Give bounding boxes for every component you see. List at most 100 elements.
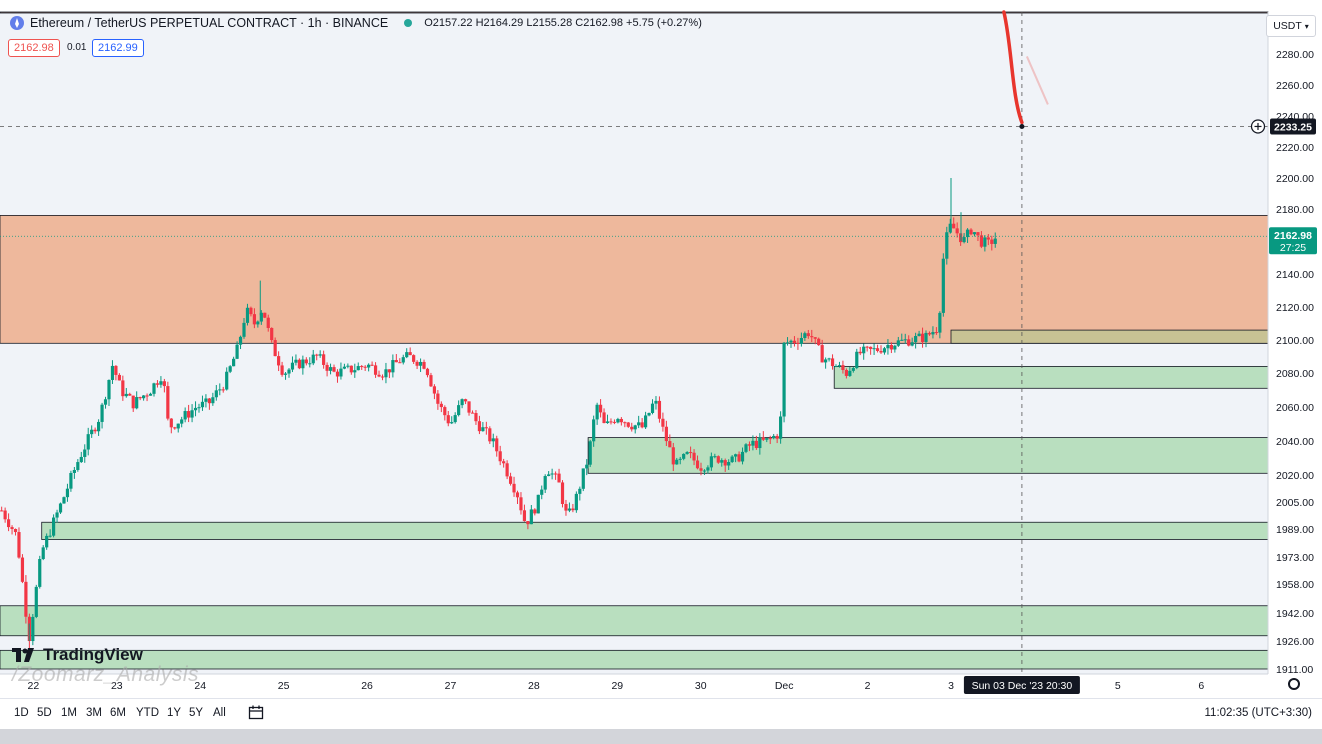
candle-body: [145, 395, 149, 397]
candle: [6, 513, 11, 532]
timezone-clock[interactable]: 11:02:35 (UTC+3:30): [1204, 707, 1313, 719]
candle: [432, 384, 437, 400]
candle: [425, 367, 430, 378]
sell-price-box[interactable]: 2162.98: [8, 39, 60, 57]
timeframe-1y[interactable]: 1Y: [167, 707, 182, 719]
candle: [848, 366, 852, 377]
candle-body: [792, 340, 797, 343]
candle: [335, 369, 340, 383]
supply-zone-1: [0, 11, 1269, 14]
buy-price-box[interactable]: 2162.99: [92, 39, 144, 57]
candle: [661, 412, 665, 432]
candle-body: [498, 451, 502, 462]
candle-body: [48, 535, 52, 537]
candle: [567, 502, 572, 513]
candle-body: [858, 351, 862, 354]
candle: [180, 416, 184, 428]
candle-body: [228, 366, 232, 372]
calendar-goto-icon[interactable]: [248, 705, 264, 720]
candle-body: [408, 352, 412, 356]
candle-body: [855, 351, 859, 369]
candle: [325, 362, 329, 377]
timeframe-1d[interactable]: 1D: [14, 707, 29, 719]
candle: [706, 465, 710, 474]
candle-body: [117, 374, 121, 381]
y-tick-label: 2220.00: [1276, 142, 1314, 154]
timeframe-6m[interactable]: 6M: [110, 707, 126, 719]
candle: [668, 434, 672, 448]
candle-body: [851, 368, 855, 371]
candle-body: [315, 354, 319, 356]
currency-selector[interactable]: USDT ▾: [1266, 15, 1316, 37]
candle-body: [734, 454, 738, 457]
candle: [290, 356, 295, 373]
candle-body: [34, 586, 38, 617]
candle: [779, 411, 783, 444]
candle: [796, 337, 800, 350]
candle: [183, 407, 187, 423]
candle: [387, 369, 392, 379]
candle: [211, 392, 215, 406]
candle-body: [650, 403, 655, 414]
timeframe-3m[interactable]: 3M: [86, 707, 102, 719]
candle: [31, 614, 35, 646]
timeframe-5y[interactable]: 5Y: [189, 707, 204, 719]
candle: [294, 354, 298, 366]
candle: [453, 412, 457, 424]
gear-icon[interactable]: [1288, 678, 1300, 690]
candle: [751, 435, 755, 451]
candle-body: [256, 321, 260, 325]
candle: [436, 390, 440, 410]
demand-zone-6: [0, 605, 1269, 637]
candle-body: [93, 429, 97, 432]
candle: [232, 356, 236, 367]
candle: [401, 354, 405, 365]
x-tick-label: 23: [111, 680, 123, 692]
candle-body: [214, 390, 218, 398]
candle-body: [779, 416, 783, 439]
candle: [965, 228, 970, 243]
timeframe-all[interactable]: All: [213, 707, 226, 719]
candle: [238, 335, 243, 350]
symbol-header[interactable]: Ethereum / TetherUS PERPETUAL CONTRACT ·…: [10, 16, 702, 30]
timeframe-5d[interactable]: 5D: [37, 707, 52, 719]
candle-body: [827, 358, 831, 360]
candle-body: [20, 557, 25, 582]
candle: [318, 350, 322, 358]
candle: [93, 427, 97, 434]
candle-body: [6, 519, 11, 528]
timeframe-ytd[interactable]: YTD: [136, 707, 159, 719]
candle-body: [380, 376, 385, 378]
candle-body: [678, 458, 682, 460]
candle: [391, 354, 395, 378]
candle-body: [737, 454, 741, 462]
candle-body: [342, 366, 347, 369]
candle: [605, 414, 610, 424]
candle-body: [463, 399, 468, 402]
candle: [0, 506, 4, 512]
candle: [737, 451, 741, 463]
candle-body: [824, 359, 828, 363]
candle: [200, 395, 205, 411]
candle-body: [474, 413, 478, 422]
candle: [512, 476, 516, 497]
price-chart[interactable]: 2280.002260.002240.002220.002200.002180.…: [0, 0, 1322, 698]
y-tick-label: 2280.00: [1276, 49, 1314, 61]
candle: [121, 375, 125, 401]
candle-body: [200, 401, 205, 408]
candle-body: [353, 370, 357, 373]
candle: [533, 508, 537, 516]
candle-body: [62, 497, 66, 504]
currency-label: USDT: [1273, 20, 1302, 32]
candles-layer: [0, 178, 997, 649]
candle-body: [630, 426, 634, 430]
candle-body: [360, 366, 364, 368]
candle: [598, 399, 603, 418]
symbol-title[interactable]: Ethereum / TetherUS PERPETUAL CONTRACT ·…: [30, 16, 389, 30]
candle: [505, 460, 509, 480]
timeframe-1m[interactable]: 1M: [61, 707, 77, 719]
candle-body: [990, 239, 994, 244]
candle: [758, 433, 762, 455]
candle-body: [993, 238, 997, 244]
candle: [678, 456, 682, 465]
